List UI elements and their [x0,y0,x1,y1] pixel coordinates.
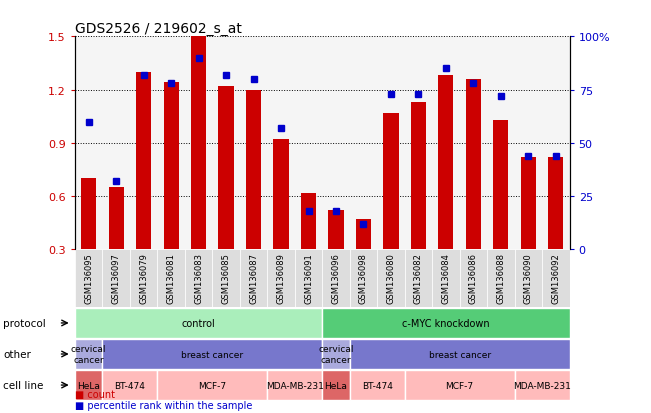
Bar [356,220,371,250]
Text: BT-474: BT-474 [362,381,393,389]
Text: GSM136080: GSM136080 [387,253,395,304]
Text: HeLa: HeLa [77,381,100,389]
Text: GSM136079: GSM136079 [139,253,148,304]
Bar [191,37,206,250]
Text: MCF-7: MCF-7 [446,381,474,389]
Bar [102,339,322,369]
Text: other: other [3,349,31,359]
Bar [75,370,102,400]
Bar [466,80,481,250]
Bar [328,211,344,250]
Text: breast cancer: breast cancer [181,350,243,358]
Bar [301,193,316,250]
Bar [350,250,377,308]
Bar [493,121,508,250]
Bar [487,250,515,308]
Bar [75,308,322,338]
Text: cell line: cell line [3,380,44,390]
Bar [102,370,158,400]
Text: GSM136087: GSM136087 [249,253,258,304]
Text: GSM136081: GSM136081 [167,253,176,304]
Bar [240,250,268,308]
Text: GSM136090: GSM136090 [524,253,533,304]
Bar [75,339,102,369]
Bar [548,158,564,250]
Bar [295,250,322,308]
Text: MCF-7: MCF-7 [199,381,227,389]
Text: HeLa: HeLa [325,381,348,389]
Text: MDA-MB-231: MDA-MB-231 [266,381,324,389]
Text: c-MYC knockdown: c-MYC knockdown [402,318,490,328]
Bar [268,370,322,400]
Bar [75,250,102,308]
Text: GSM136085: GSM136085 [221,253,230,304]
Text: breast cancer: breast cancer [428,350,491,358]
Bar [350,370,405,400]
Bar [383,114,398,250]
Bar [322,370,350,400]
Bar [246,90,261,250]
Bar [515,370,570,400]
Text: control: control [182,318,215,328]
Text: GSM136098: GSM136098 [359,253,368,304]
Bar [322,339,350,369]
Text: GSM136083: GSM136083 [194,253,203,304]
Bar [411,103,426,250]
Bar [350,339,570,369]
Bar [432,250,460,308]
Bar [185,250,212,308]
Bar [542,250,570,308]
Text: BT-474: BT-474 [115,381,145,389]
Text: GSM136092: GSM136092 [551,253,561,304]
Text: cervical
cancer: cervical cancer [71,344,106,364]
Bar [521,158,536,250]
Text: protocol: protocol [3,318,46,328]
Text: GSM136096: GSM136096 [331,253,340,304]
Text: GDS2526 / 219602_s_at: GDS2526 / 219602_s_at [75,22,242,36]
Bar [158,250,185,308]
Bar [405,250,432,308]
Text: GSM136089: GSM136089 [277,253,286,304]
Bar [515,250,542,308]
Text: GSM136084: GSM136084 [441,253,450,304]
Text: GSM136088: GSM136088 [497,253,505,304]
Bar [268,250,295,308]
Bar [438,76,454,250]
Bar [163,83,178,250]
Text: GSM136086: GSM136086 [469,253,478,304]
Bar [158,370,268,400]
Bar [130,250,158,308]
Bar [322,308,570,338]
Text: cervical
cancer: cervical cancer [318,344,353,364]
Text: GSM136097: GSM136097 [111,253,120,304]
Bar [377,250,405,308]
Bar [273,140,288,250]
Bar [212,250,240,308]
Bar [405,370,515,400]
Bar [136,73,151,250]
Bar [109,188,124,250]
Bar [219,87,234,250]
Bar [460,250,487,308]
Text: GSM136091: GSM136091 [304,253,313,304]
Text: ■ percentile rank within the sample: ■ percentile rank within the sample [75,400,252,410]
Text: MDA-MB-231: MDA-MB-231 [513,381,571,389]
Bar [102,250,130,308]
Text: GSM136095: GSM136095 [84,253,93,304]
Bar [81,179,96,250]
Text: GSM136082: GSM136082 [414,253,423,304]
Text: ■ count: ■ count [75,389,115,399]
Bar [322,250,350,308]
